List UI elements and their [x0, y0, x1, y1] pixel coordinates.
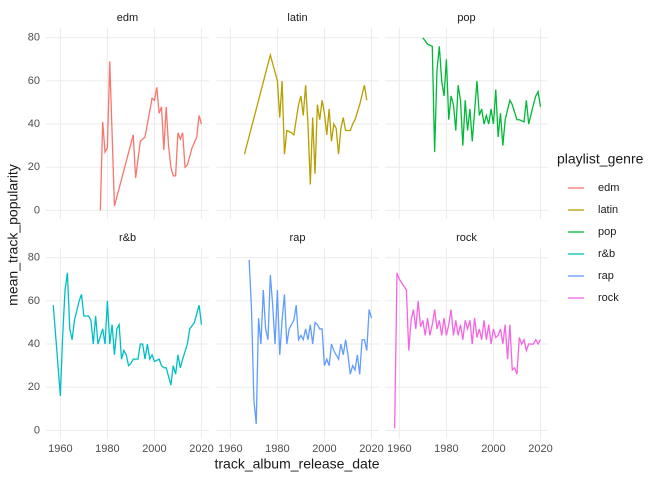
y-tick-label: 40	[28, 338, 40, 350]
y-tick-label: 20	[28, 381, 40, 393]
x-tick-label: 2020	[528, 443, 552, 455]
facet-label: rap	[290, 232, 306, 244]
legend-label: r&b	[598, 248, 615, 260]
data-line	[248, 259, 373, 424]
data-line	[99, 61, 203, 211]
x-tick-label: 1980	[265, 443, 289, 455]
legend-title: playlist_genre	[557, 151, 644, 167]
legend-label: rap	[598, 270, 614, 282]
legend-label: edm	[598, 182, 619, 194]
x-tick-label: 2000	[312, 443, 336, 455]
data-line	[422, 37, 542, 153]
x-tick-label: 1980	[434, 443, 458, 455]
x-tick-label: 1960	[218, 443, 242, 455]
x-tick-label: 2000	[481, 443, 505, 455]
legend-label: rock	[598, 292, 619, 304]
facet-label: latin	[287, 12, 307, 24]
y-tick-label: 0	[34, 204, 40, 216]
x-axis-title: track_album_release_date	[215, 456, 380, 472]
x-tick-label: 2020	[189, 443, 213, 455]
y-tick-label: 60	[28, 75, 40, 87]
y-axis-title: mean_track_popularity	[5, 164, 21, 306]
data-line	[393, 272, 542, 429]
x-tick-label: 1980	[95, 443, 119, 455]
data-line	[243, 52, 368, 185]
x-tick-label: 2020	[359, 443, 383, 455]
y-tick-label: 60	[28, 295, 40, 307]
x-tick-label: 1960	[387, 443, 411, 455]
data-line	[52, 272, 203, 396]
facet-label: edm	[117, 12, 138, 24]
legend-label: pop	[598, 226, 616, 238]
y-tick-label: 20	[28, 161, 40, 173]
y-tick-label: 0	[34, 424, 40, 436]
x-tick-label: 2000	[142, 443, 166, 455]
y-tick-label: 80	[28, 32, 40, 44]
y-tick-label: 80	[28, 252, 40, 264]
x-tick-label: 1960	[48, 443, 72, 455]
facet-label: pop	[457, 12, 475, 24]
legend-label: latin	[598, 204, 618, 216]
facet-label: rock	[456, 232, 477, 244]
y-tick-label: 40	[28, 118, 40, 130]
facet-label: r&b	[119, 232, 136, 244]
